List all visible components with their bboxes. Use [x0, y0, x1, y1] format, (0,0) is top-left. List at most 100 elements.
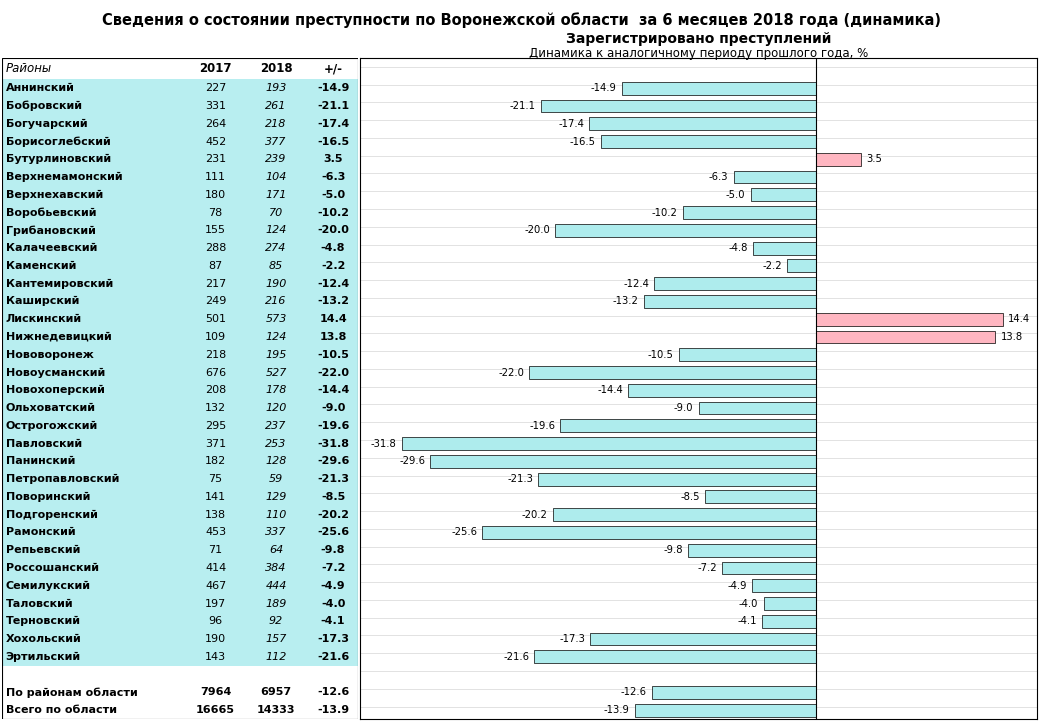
Text: 444: 444 — [266, 581, 287, 591]
Text: -10.5: -10.5 — [317, 350, 349, 360]
Bar — [2, 346, 358, 363]
Text: 180: 180 — [205, 190, 226, 200]
Text: -14.4: -14.4 — [317, 385, 349, 395]
Text: Хохольский: Хохольский — [5, 634, 81, 644]
Text: 155: 155 — [205, 225, 226, 235]
Text: -14.4: -14.4 — [597, 385, 623, 395]
Bar — [401, 437, 816, 450]
Text: -12.6: -12.6 — [317, 687, 349, 697]
Bar — [2, 203, 358, 222]
Text: 178: 178 — [266, 385, 287, 395]
Bar — [816, 313, 1003, 326]
Text: 371: 371 — [205, 439, 226, 449]
Text: Грибановский: Грибановский — [5, 225, 96, 235]
Text: -21.6: -21.6 — [317, 652, 349, 662]
Text: -16.5: -16.5 — [317, 137, 349, 146]
Bar — [2, 311, 358, 328]
Text: 16665: 16665 — [196, 705, 235, 715]
Bar — [2, 452, 358, 470]
Text: -7.2: -7.2 — [697, 563, 717, 573]
Bar — [753, 242, 816, 255]
Text: -29.6: -29.6 — [317, 456, 349, 466]
Text: 3.5: 3.5 — [323, 154, 343, 164]
Text: 128: 128 — [266, 456, 287, 466]
Text: 231: 231 — [205, 154, 226, 164]
Text: 3.5: 3.5 — [867, 154, 883, 164]
Bar — [2, 80, 358, 97]
Text: -4.9: -4.9 — [321, 581, 345, 591]
Bar — [2, 328, 358, 346]
Bar — [2, 648, 358, 665]
Bar — [622, 82, 816, 95]
Text: 218: 218 — [266, 119, 287, 129]
Bar — [482, 526, 816, 539]
Text: -19.6: -19.6 — [317, 421, 349, 431]
Text: 6957: 6957 — [260, 687, 292, 697]
Text: -6.3: -6.3 — [709, 172, 728, 182]
Text: -9.0: -9.0 — [321, 403, 345, 413]
Text: Всего по области: Всего по области — [5, 705, 117, 715]
Text: 288: 288 — [205, 243, 226, 253]
Bar — [750, 188, 816, 201]
Text: 171: 171 — [266, 190, 287, 200]
Bar — [2, 257, 358, 275]
Text: Верхнехавский: Верхнехавский — [5, 190, 103, 200]
Text: Нововоронеж: Нововоронеж — [5, 350, 94, 360]
Bar — [2, 382, 358, 399]
Text: -4.9: -4.9 — [727, 581, 747, 591]
Text: -22.0: -22.0 — [498, 368, 524, 377]
Text: 197: 197 — [205, 599, 226, 608]
Bar — [541, 100, 816, 112]
Text: Зарегистрировано преступлений: Зарегистрировано преступлений — [566, 32, 832, 46]
Text: 190: 190 — [205, 634, 226, 644]
Text: Павловский: Павловский — [5, 439, 81, 449]
Text: -20.0: -20.0 — [524, 225, 550, 235]
Text: Лискинский: Лискинский — [5, 314, 81, 324]
Text: 239: 239 — [266, 154, 287, 164]
Bar — [688, 544, 816, 557]
Text: 573: 573 — [266, 314, 287, 324]
Text: 337: 337 — [266, 527, 287, 537]
Bar — [601, 135, 816, 148]
Bar — [2, 542, 358, 559]
Text: -21.1: -21.1 — [317, 101, 349, 111]
Text: -17.4: -17.4 — [559, 119, 584, 129]
Text: Бутурлиновский: Бутурлиновский — [5, 154, 110, 164]
Bar — [816, 331, 995, 343]
Bar — [2, 559, 358, 577]
Text: -9.8: -9.8 — [664, 545, 683, 555]
Text: Рамонский: Рамонский — [5, 527, 75, 537]
Text: -4.1: -4.1 — [321, 616, 345, 626]
Text: -9.0: -9.0 — [674, 403, 693, 413]
Bar — [589, 117, 816, 130]
Text: Семилукский: Семилукский — [5, 581, 91, 591]
Bar — [2, 630, 358, 648]
Text: 124: 124 — [266, 332, 287, 342]
Text: 261: 261 — [266, 101, 287, 111]
Text: 193: 193 — [266, 83, 287, 93]
Text: 676: 676 — [205, 368, 226, 377]
Text: -17.3: -17.3 — [560, 634, 586, 644]
Text: 141: 141 — [205, 492, 226, 502]
Bar — [2, 222, 358, 239]
Text: Каширский: Каширский — [5, 296, 79, 306]
Text: Верхнемамонский: Верхнемамонский — [5, 172, 122, 182]
Text: 414: 414 — [205, 563, 226, 573]
Bar — [2, 292, 358, 311]
Text: 143: 143 — [205, 652, 226, 662]
Text: Богучарский: Богучарский — [5, 119, 88, 129]
Bar — [2, 239, 358, 257]
Text: -6.3: -6.3 — [321, 172, 345, 182]
Bar — [628, 384, 816, 397]
Bar — [722, 562, 816, 574]
Text: -7.2: -7.2 — [321, 563, 345, 573]
Text: -20.0: -20.0 — [317, 225, 349, 235]
Text: Нижнедевицкий: Нижнедевицкий — [5, 332, 111, 342]
Text: 377: 377 — [266, 137, 287, 146]
Text: 208: 208 — [205, 385, 226, 395]
Text: 501: 501 — [205, 314, 226, 324]
Bar — [2, 151, 358, 168]
Bar — [683, 206, 816, 219]
Text: Петропавловский: Петропавловский — [5, 474, 119, 484]
Text: Репьевский: Репьевский — [5, 545, 80, 555]
